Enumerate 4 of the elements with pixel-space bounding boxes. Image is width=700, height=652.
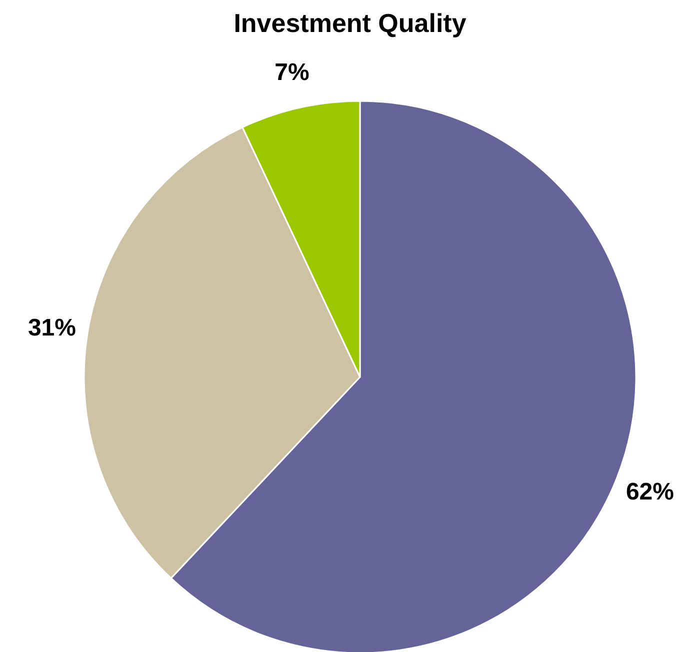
data-label: 31% <box>28 314 76 342</box>
chart-title: Investment Quality <box>234 8 467 38</box>
data-label: 62% <box>626 478 674 506</box>
data-label: 7% <box>274 59 310 86</box>
